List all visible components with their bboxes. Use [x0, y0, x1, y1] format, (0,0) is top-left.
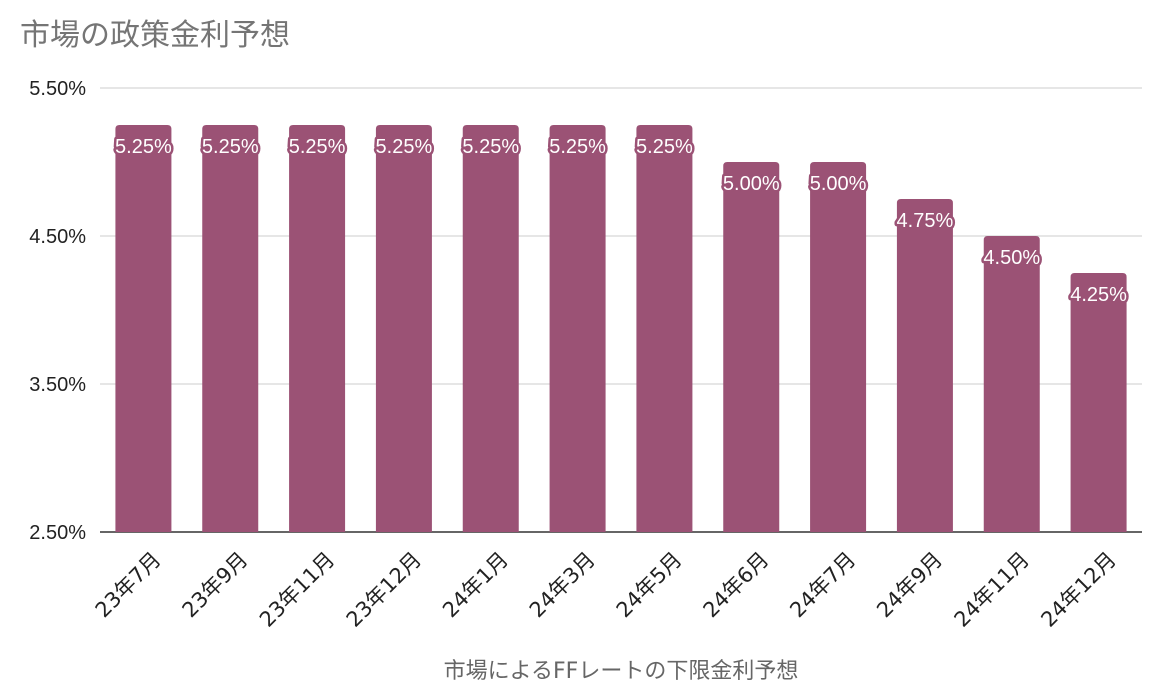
- bar: [983, 236, 1040, 532]
- data-labels: 5.25% 5.25% 5.25% 5.25% 5.25% 5.25% 5.25% 5.00%…: [113, 134, 1130, 309]
- bar: [462, 125, 519, 532]
- x-tick-label: 24年3月: [525, 547, 600, 622]
- x-tick-label: 24年5月: [612, 547, 687, 622]
- y-tick-label: 4.50%: [29, 226, 86, 248]
- x-axis-ticks: 23年7月 23年9月 23年11月 23年12月 24年1月 24年3月 24年5月 24年…: [91, 547, 1121, 631]
- bar: [375, 125, 432, 532]
- chart-title: 市場の政策金利予想: [20, 18, 290, 53]
- x-tick-label: 23年9月: [178, 547, 253, 622]
- bars: [115, 125, 1127, 532]
- x-tick-label: 24年7月: [785, 547, 860, 622]
- data-label: 5.00%: [810, 173, 867, 195]
- y-tick-label: 5.50%: [29, 78, 86, 100]
- bar: [549, 125, 606, 532]
- x-tick-label: 23年7月: [91, 547, 166, 622]
- gridlines: [100, 87, 1142, 533]
- bar: [636, 125, 693, 532]
- x-tick-label: 23年12月: [342, 547, 426, 631]
- bar: [202, 125, 259, 532]
- y-tick-label: 2.50%: [29, 522, 86, 544]
- data-label: 5.25%: [636, 136, 693, 158]
- x-tick-label: 24年9月: [872, 547, 947, 622]
- bar: [896, 199, 953, 532]
- data-label: 5.25%: [549, 136, 606, 158]
- bar: [289, 125, 346, 532]
- bar: [810, 162, 867, 532]
- data-label: 5.00%: [723, 173, 780, 195]
- data-label: 4.75%: [897, 210, 954, 232]
- data-label: 5.25%: [376, 136, 433, 158]
- x-tick-label: 24年12月: [1036, 547, 1120, 631]
- data-label: 5.25%: [289, 136, 346, 158]
- data-label: 4.25%: [1070, 284, 1127, 306]
- bar: [115, 125, 172, 532]
- x-tick-label: 23年11月: [255, 547, 339, 631]
- data-label: 5.25%: [115, 136, 172, 158]
- data-label: 5.25%: [202, 136, 259, 158]
- x-tick-label: 24年11月: [950, 547, 1034, 631]
- data-label: 4.50%: [983, 247, 1040, 269]
- y-tick-label: 3.50%: [29, 374, 86, 396]
- x-tick-label: 24年6月: [699, 547, 774, 622]
- x-axis-title: 市場によるFFレートの下限金利予想: [444, 659, 799, 684]
- x-tick-label: 24年1月: [438, 547, 513, 622]
- y-axis-ticks: 2.50% 3.50% 4.50% 5.50%: [29, 78, 86, 544]
- data-label: 5.25%: [462, 136, 519, 158]
- bar: [1070, 273, 1127, 532]
- bar: [723, 162, 780, 532]
